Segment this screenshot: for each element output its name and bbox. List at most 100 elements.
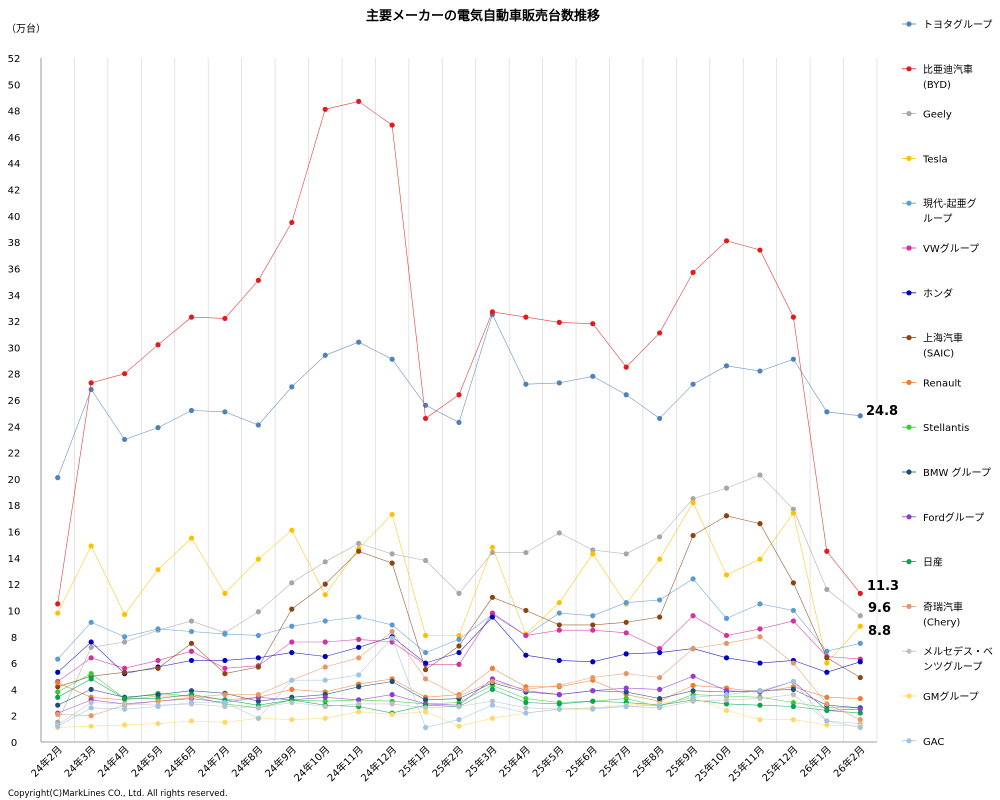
data-point — [122, 722, 128, 728]
data-point — [55, 669, 61, 675]
data-point — [556, 622, 562, 628]
data-point — [790, 703, 797, 710]
data-point — [723, 513, 730, 519]
data-point — [790, 717, 797, 723]
y-tick-label: 22 — [8, 449, 21, 460]
data-point — [556, 706, 562, 712]
data-point — [657, 702, 663, 708]
legend-item: 比亜迪汽車(BYD) — [902, 63, 973, 91]
y-tick-label: 12 — [8, 580, 21, 591]
x-tick-label: 25年4月 — [496, 743, 533, 780]
copyright-note: Copyright(C)MarkLines CO., Ltd. All righ… — [8, 789, 228, 799]
data-point — [322, 703, 328, 710]
legend-marker — [906, 738, 912, 744]
y-tick-label: 10 — [8, 606, 21, 617]
data-point — [155, 626, 161, 632]
data-point — [590, 373, 596, 379]
y-tick-label: 6 — [11, 659, 17, 670]
data-point — [222, 692, 228, 698]
data-point — [657, 646, 663, 652]
series-group — [55, 311, 863, 481]
data-point — [255, 655, 261, 661]
legend-item: GMグループ — [902, 690, 979, 703]
data-point — [456, 419, 462, 425]
data-point — [188, 648, 195, 654]
data-point — [88, 644, 94, 650]
legend-label: GAC — [923, 737, 944, 748]
legend-item: トヨタグループ — [902, 18, 992, 31]
data-point — [322, 639, 328, 645]
data-point — [590, 547, 596, 553]
data-point — [389, 711, 395, 717]
y-tick-label: 42 — [8, 186, 21, 197]
data-point — [857, 613, 863, 619]
data-point — [657, 674, 663, 681]
data-point — [55, 475, 61, 481]
data-point — [422, 724, 429, 731]
data-point — [356, 540, 362, 546]
data-point — [723, 701, 730, 707]
data-point — [122, 669, 128, 675]
data-point — [723, 692, 730, 698]
data-point — [690, 688, 696, 694]
data-point — [255, 664, 261, 670]
y-axis-label: （万台） — [6, 22, 46, 35]
data-point — [422, 649, 429, 656]
data-point — [456, 632, 462, 639]
data-point — [590, 659, 596, 665]
data-point — [857, 659, 863, 665]
data-point — [623, 630, 629, 636]
data-point — [188, 314, 195, 320]
data-point — [590, 706, 596, 712]
y-tick-label: 20 — [8, 475, 21, 486]
data-point — [289, 219, 295, 226]
data-point — [757, 626, 763, 632]
y-tick-label: 32 — [8, 317, 21, 328]
y-tick-label: 46 — [8, 133, 21, 144]
data-point — [356, 614, 362, 620]
axes — [40, 58, 878, 743]
data-point — [489, 702, 496, 708]
legend-marker — [906, 559, 912, 565]
data-point — [255, 692, 261, 698]
data-point — [723, 485, 730, 491]
x-tick-label: 24年7月 — [195, 743, 232, 780]
data-point — [55, 680, 61, 686]
data-point — [857, 724, 863, 731]
data-point — [155, 665, 161, 671]
data-point — [723, 632, 730, 639]
data-point — [88, 619, 94, 625]
legend-label: Stellantis — [923, 423, 969, 434]
data-point — [523, 710, 529, 716]
data-point — [255, 632, 261, 639]
data-point — [422, 660, 429, 666]
legend-item: 現代-起亜グループ — [902, 197, 977, 225]
legend-label: 奇瑞汽車(Chery) — [923, 600, 963, 628]
legend-item: Tesla — [902, 154, 948, 165]
data-point — [188, 688, 195, 694]
data-point — [322, 106, 328, 112]
legend-marker — [906, 21, 912, 27]
value-callout: 9.6 — [868, 601, 891, 616]
data-point — [757, 688, 763, 694]
data-point — [456, 661, 462, 667]
x-tick-label: 24年5月 — [128, 743, 165, 780]
data-point — [389, 622, 395, 628]
legend-item: 奇瑞汽車(Chery) — [902, 600, 963, 628]
data-point — [824, 722, 830, 728]
data-point — [657, 534, 663, 540]
data-point — [389, 511, 395, 518]
data-point — [590, 688, 596, 694]
data-point — [590, 674, 596, 681]
x-tick-label: 24年4月 — [95, 743, 132, 780]
x-tick-label: 24年12月 — [358, 743, 399, 784]
data-point — [824, 701, 830, 707]
data-point — [389, 551, 395, 557]
data-point — [623, 671, 629, 677]
y-tick-labels: 0246810121416182022242628303234363840424… — [8, 54, 21, 749]
data-point — [322, 698, 328, 704]
data-point — [824, 648, 830, 654]
series-layer — [55, 98, 863, 731]
callouts: 24.8 11.3 9.6 8.8 — [866, 404, 899, 639]
data-point — [857, 640, 863, 646]
